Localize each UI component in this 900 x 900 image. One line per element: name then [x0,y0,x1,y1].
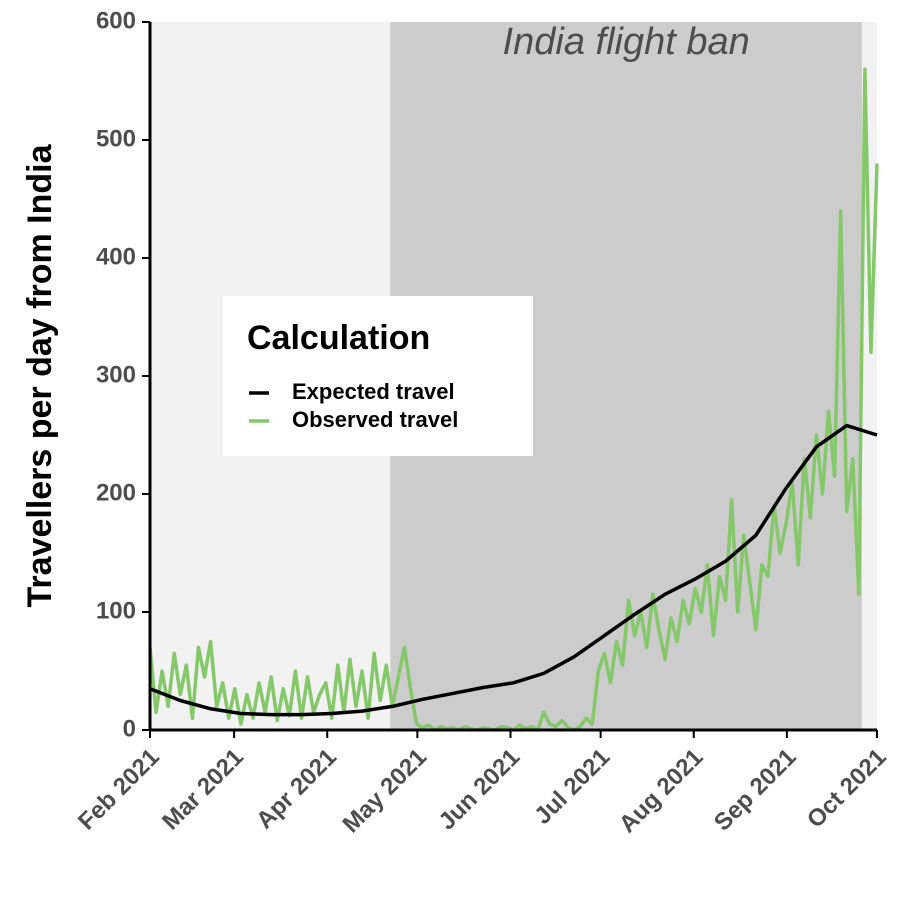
annotation: India flight ban [503,21,750,63]
legend-label: Observed travel [292,407,458,432]
x-tick-label: Jun 2021 [433,744,525,836]
legend-box [223,296,533,456]
x-tick-label: Oct 2021 [802,744,892,834]
x-tick-label: Apr 2021 [251,744,342,835]
y-tick-label: 400 [96,243,136,270]
series-line [149,423,878,717]
legend-label: Expected travel [292,379,455,404]
y-tick-label: 600 [96,7,136,34]
y-tick-label: 100 [96,597,136,624]
y-tick-label: 500 [96,125,136,152]
y-tick-label: 200 [96,479,136,506]
x-tick-label: Feb 2021 [73,744,165,836]
x-tick-label: Sep 2021 [709,744,802,837]
x-tick-label: Jul 2021 [529,744,615,830]
y-tick-label: 300 [96,361,136,388]
y-axis-label: Travellers per day from India [21,143,59,607]
x-tick-label: Aug 2021 [614,744,709,839]
x-tick-label: May 2021 [338,744,433,839]
y-tick-label: 0 [123,715,136,742]
legend-title: Calculation [247,319,430,357]
x-tick-label: Mar 2021 [157,744,249,836]
